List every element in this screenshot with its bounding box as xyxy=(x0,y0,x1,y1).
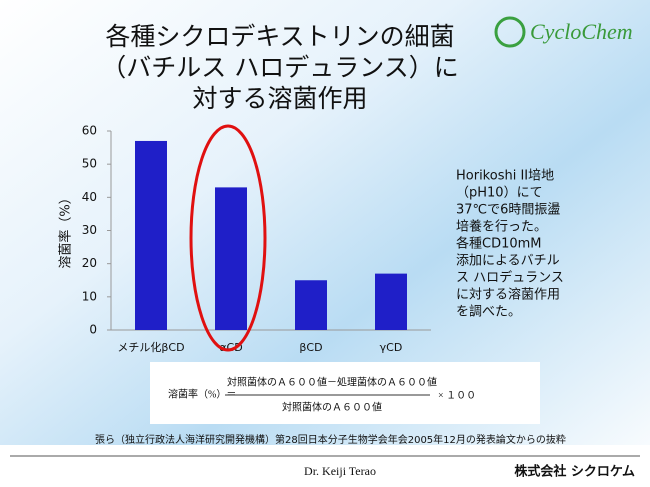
y-tick-label: 10 xyxy=(82,289,97,303)
formula-right: × １００ xyxy=(438,390,476,401)
logo-icon xyxy=(494,16,526,48)
note-line: Horikoshi II培地 xyxy=(456,168,554,184)
title-line: 各種シクロデキストリンの細菌 xyxy=(105,22,454,51)
note-line: 添加によるバチル xyxy=(456,254,560,269)
company: 株式会社 シクロケム xyxy=(514,464,635,480)
bar xyxy=(215,187,247,330)
note-line: （pH10）にて xyxy=(456,186,543,201)
logo-text: CycloChem xyxy=(530,19,633,44)
footer-bg xyxy=(0,445,650,487)
y-tick-label: 0 xyxy=(89,323,97,337)
bar xyxy=(375,273,407,330)
citation: 張ら（独立行政法人海洋研究開発機構）第28回日本分子生物学会年会2005年12月… xyxy=(95,433,566,446)
formula-numerator: 対照菌体のＡ６００値－処理菌体のＡ６００値 xyxy=(227,375,437,388)
bar xyxy=(295,280,327,330)
note: Horikoshi II培地 （pH10）にて 37℃で6時間振盪培養を行った。各種… xyxy=(456,168,564,320)
x-tick-label: βCD xyxy=(299,341,322,354)
author: Dr. Keiji Terao xyxy=(304,464,376,478)
formula-box xyxy=(150,362,540,424)
x-tick-label: γCD xyxy=(380,341,403,354)
note-line: 各種CD10mM xyxy=(456,236,542,252)
title-line: （バチルス ハロデュランス）に xyxy=(101,53,458,82)
formula-left: 溶菌率（%）＝ xyxy=(168,387,236,400)
y-tick-label: 40 xyxy=(82,190,97,204)
note-line: を調べた。 xyxy=(456,305,521,320)
y-axis-label: 溶菌率（%） xyxy=(58,191,74,268)
highlight-ellipse xyxy=(189,124,267,352)
formula-denominator: 対照菌体のＡ６００値 xyxy=(282,400,382,413)
y-tick-label: 50 xyxy=(82,157,97,171)
y-tick-label: 30 xyxy=(82,223,97,237)
y-tick-label: 60 xyxy=(82,124,97,138)
y-tick-label: 20 xyxy=(82,256,97,270)
note-line: に対する溶菌作用 xyxy=(456,288,560,303)
note-line: 37℃で6時間振盪 xyxy=(456,203,560,218)
title-line: 対する溶菌作用 xyxy=(192,84,367,113)
logo: CycloChem xyxy=(494,16,633,48)
note-line: 培養を行った。 xyxy=(456,219,547,235)
x-tick-label: メチル化βCD xyxy=(117,340,184,354)
note-line: ス ハロデュランス xyxy=(456,270,564,286)
bar xyxy=(135,140,167,330)
